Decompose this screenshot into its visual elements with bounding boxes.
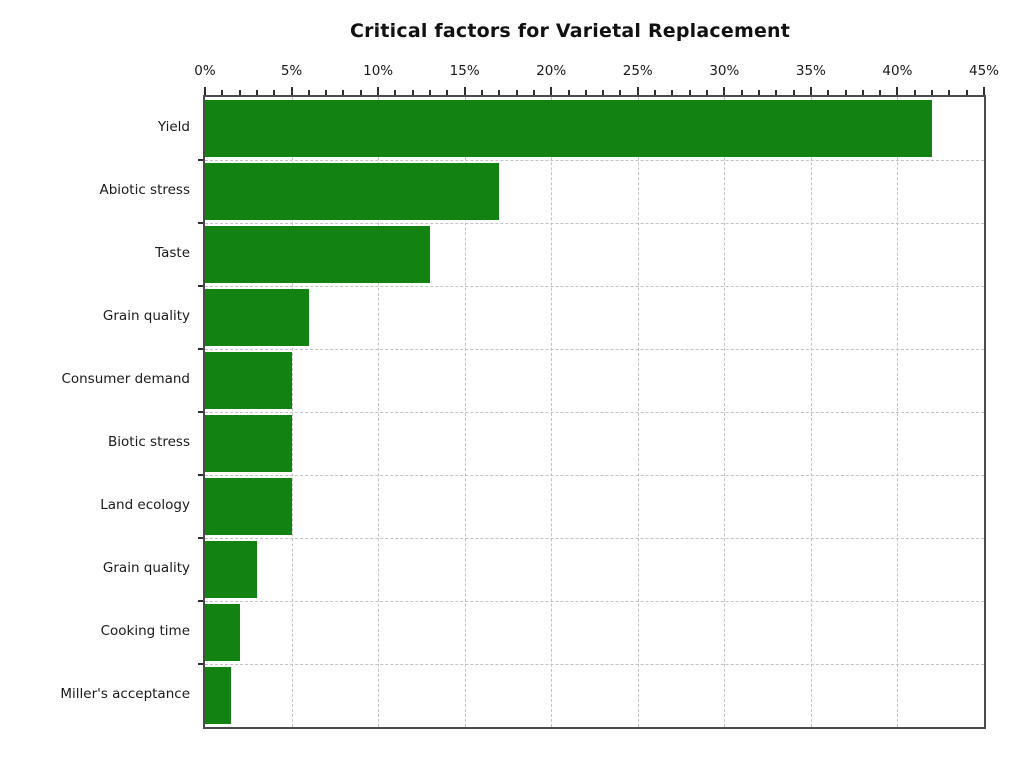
category-label: Cooking time [100,622,190,639]
horizontal-gridline [205,286,984,287]
x-axis-major-tick [896,87,899,95]
horizontal-gridline [205,223,984,224]
x-axis-tick-label: 35% [795,63,826,79]
x-axis-major-tick [983,87,985,95]
horizontal-gridline [205,412,984,413]
y-axis-tick [198,411,203,413]
x-axis-minor-tick [654,90,657,95]
x-axis-major-tick [636,87,639,95]
y-axis-tick [198,600,203,602]
category-label: Grain quality [102,307,190,324]
horizontal-gridline [205,349,984,350]
x-axis-minor-tick [827,90,830,95]
x-axis-minor-tick [688,90,691,95]
x-axis-minor-tick [325,90,328,95]
x-axis-tick-label: 0% [194,63,216,79]
y-axis-tick [198,222,203,224]
x-axis-minor-tick [619,90,622,95]
y-axis-tick [198,285,203,287]
x-axis-minor-tick [844,90,847,95]
horizontal-gridline [205,601,984,602]
category-label: Yield [157,118,190,135]
x-axis-tick-label: 30% [709,63,740,79]
bar [205,100,933,157]
plot-area: 0% 5% 10% 15% 20% 25% 30% 35% 40% 45% [194,63,999,729]
x-axis-minor-tick [671,90,674,95]
bar [205,667,231,724]
x-axis-minor-tick [567,90,570,95]
x-axis-minor-tick [359,90,362,95]
bar [205,352,292,409]
bar [205,415,292,472]
x-axis-minor-tick [446,90,449,95]
x-axis-tick-label: 40% [882,63,913,79]
bar [205,541,257,598]
x-axis-minor-tick [602,90,605,95]
x-axis-major-tick [809,87,812,95]
bar [205,226,431,283]
x-axis-tick-label: 5% [280,63,303,79]
category-label: Taste [155,244,190,261]
y-axis-tick [198,474,203,476]
horizontal-gridline [205,538,984,539]
bar [205,163,500,220]
x-axis-minor-tick [480,90,483,95]
category-label: Biotic stress [108,433,190,450]
category-label: Miller's acceptance [60,685,190,702]
category-label: Abiotic stress [99,181,190,198]
bar [205,478,292,535]
x-axis-major-tick [290,87,293,95]
y-axis-tick [198,537,203,539]
x-axis-minor-tick [757,90,760,95]
bar [205,604,240,661]
x-axis-tick-label: 10% [363,63,394,79]
x-axis-major-tick [723,87,726,95]
x-axis-minor-tick [307,90,310,95]
category-label: Consumer demand [61,370,190,387]
y-axis-tick [198,663,203,665]
x-axis-minor-tick [792,90,795,95]
y-axis-tick [198,159,203,161]
category-label: Land ecology [100,496,190,513]
x-axis-minor-tick [931,90,934,95]
x-axis-tick-label: 20% [536,63,567,79]
x-axis-minor-tick [775,90,778,95]
x-axis-minor-tick [273,90,276,95]
x-axis-minor-tick [879,90,882,95]
x-axis-major-tick [204,87,206,95]
x-axis-major-tick [550,87,553,95]
x-axis-minor-tick [498,90,501,95]
x-axis-minor-tick [221,90,224,95]
x-axis-minor-tick [706,90,709,95]
x-axis-minor-tick [515,90,518,95]
x-axis-minor-tick [532,90,535,95]
x-axis-tick-label: 45% [968,63,1000,79]
x-axis-tick-label: 15% [449,63,480,79]
chart-title: Critical factors for Varietal Replacemen… [349,20,791,42]
x-axis-minor-tick [948,90,951,95]
x-axis-minor-tick [429,90,432,95]
y-axis-tick [198,348,203,350]
x-axis-minor-tick [913,90,916,95]
x-axis-tick-label: 25% [622,63,653,79]
category-label: Grain quality [102,559,190,576]
x-axis-minor-tick [238,90,241,95]
horizontal-gridline [205,160,984,161]
x-axis-minor-tick [394,90,397,95]
x-axis-minor-tick [740,90,743,95]
x-axis-minor-tick [411,90,414,95]
x-axis-major-tick [463,87,466,95]
x-axis-minor-tick [965,90,968,95]
x-axis-major-tick [377,87,380,95]
x-axis-minor-tick [861,90,864,95]
x-axis-minor-tick [342,90,345,95]
x-axis-minor-tick [255,90,258,95]
horizontal-gridline [205,664,984,665]
x-axis-minor-tick [584,90,587,95]
bar [205,289,309,346]
horizontal-gridline [205,475,984,476]
